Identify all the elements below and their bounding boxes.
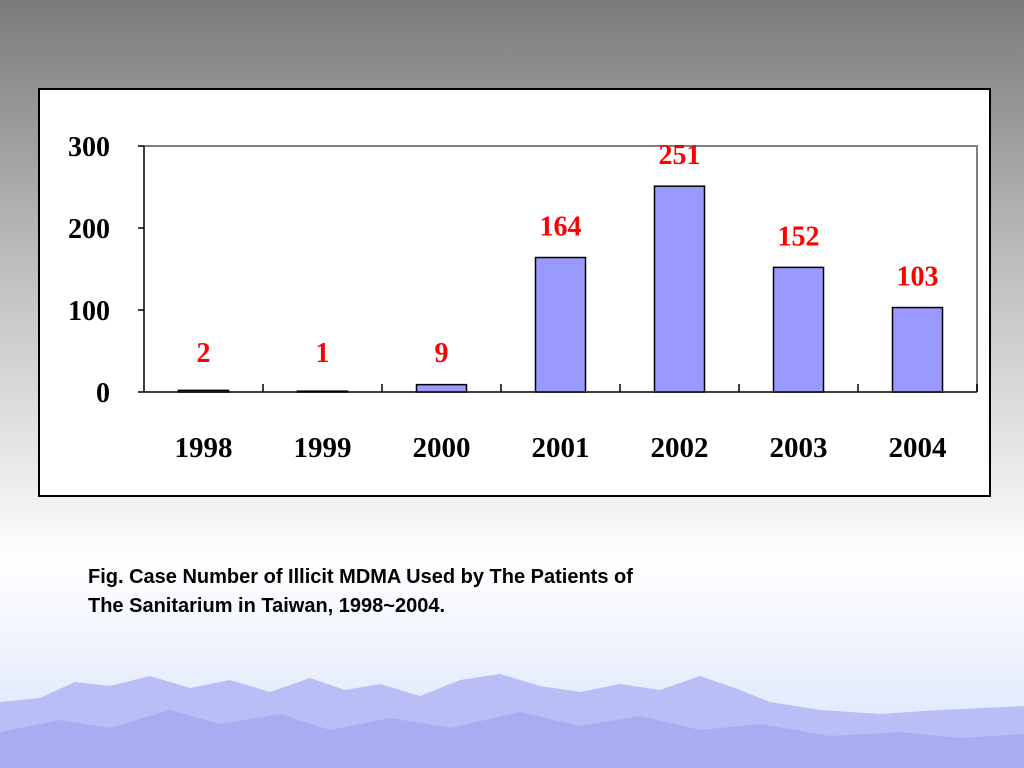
figure-caption: Fig. Case Number of Illicit MDMA Used by… xyxy=(88,563,848,621)
data-label: 9 xyxy=(435,338,449,369)
y-tick-label: 0 xyxy=(96,378,110,409)
data-label: 164 xyxy=(540,212,582,243)
x-tick-label: 2000 xyxy=(413,432,471,464)
bar-2004 xyxy=(891,306,944,393)
data-label: 2 xyxy=(197,338,211,369)
bar-1999 xyxy=(296,390,349,393)
chart-panel: 0 100 200 300 1998 2 1999 1 2000 9 2001 164 2002 251… xyxy=(38,88,991,497)
x-tick-label: 1998 xyxy=(175,432,233,464)
bar-2001 xyxy=(534,256,587,393)
x-tick-label: 1999 xyxy=(294,432,352,464)
mountain-decoration xyxy=(0,674,1024,768)
caption-line-2: The Sanitarium in Taiwan, 1998~2004. xyxy=(88,595,446,617)
bar-1998 xyxy=(177,389,230,393)
data-label: 251 xyxy=(659,140,701,171)
bar-2002 xyxy=(653,185,706,393)
bar-2003 xyxy=(772,266,825,393)
caption-line-1: Fig. Case Number of Illicit MDMA Used by… xyxy=(88,566,633,588)
data-label: 152 xyxy=(778,221,820,252)
x-tick-label: 2003 xyxy=(770,432,828,464)
y-tick-label: 300 xyxy=(68,132,110,163)
x-tick-label: 2004 xyxy=(889,432,947,464)
data-label: 1 xyxy=(316,338,330,369)
x-tick-label: 2002 xyxy=(651,432,709,464)
bar-chart: 0 100 200 300 1998 2 1999 1 2000 9 2001 164 2002 251… xyxy=(68,132,978,464)
data-label: 103 xyxy=(897,262,939,293)
bar-2000 xyxy=(415,383,468,393)
y-tick-label: 100 xyxy=(68,296,110,327)
mountain-range-front xyxy=(0,710,1024,768)
x-tick-label: 2001 xyxy=(532,432,590,464)
plot-area-frame xyxy=(144,145,978,392)
y-tick-label: 200 xyxy=(68,214,110,245)
